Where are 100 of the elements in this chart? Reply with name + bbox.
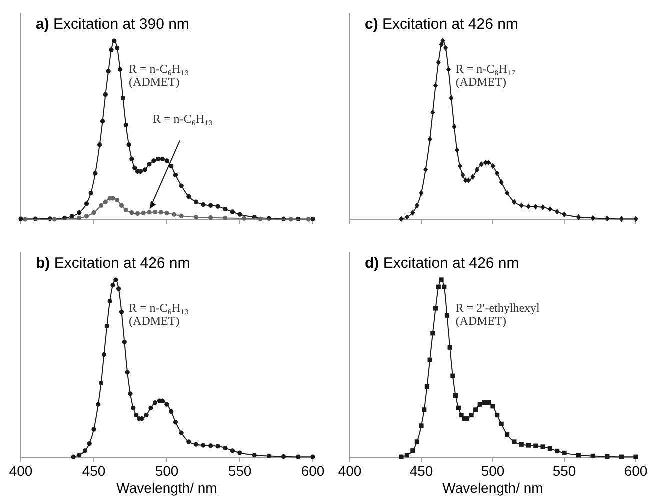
point	[540, 204, 546, 210]
point	[242, 216, 247, 221]
point	[128, 392, 133, 396]
point	[310, 216, 316, 222]
point	[490, 163, 496, 170]
point	[399, 454, 404, 460]
point	[173, 172, 178, 178]
x-tick-label: 400	[338, 463, 362, 479]
point	[252, 453, 257, 458]
point	[164, 158, 170, 164]
point	[452, 124, 457, 130]
point	[201, 443, 206, 448]
point	[148, 406, 154, 410]
point	[423, 166, 428, 173]
point	[490, 404, 496, 409]
point	[474, 166, 480, 173]
point	[179, 184, 184, 188]
point	[576, 214, 582, 220]
x-tick-label: 600	[624, 463, 648, 479]
point	[444, 313, 450, 318]
point	[77, 210, 82, 216]
point	[399, 216, 404, 222]
point	[70, 214, 74, 219]
point	[310, 454, 316, 460]
point	[619, 216, 624, 222]
point	[442, 284, 447, 290]
point	[87, 441, 92, 446]
x-tick-label: 450	[82, 463, 106, 479]
point	[106, 69, 111, 74]
annotation: R = n-C₆H₁₃ (ADMET)	[129, 301, 190, 328]
point	[419, 424, 424, 428]
annotation: R = n-C₆H₁₃ (ADMET)	[129, 62, 190, 89]
point	[414, 440, 420, 444]
point	[479, 162, 484, 168]
point	[439, 42, 444, 48]
point	[404, 453, 410, 458]
point	[562, 212, 567, 218]
point	[142, 168, 148, 172]
point	[454, 393, 458, 398]
point	[160, 156, 165, 162]
point	[194, 215, 198, 220]
point	[169, 164, 174, 169]
x-tick-label: 450	[410, 463, 434, 479]
point	[77, 453, 82, 458]
point	[562, 450, 567, 456]
point	[99, 380, 104, 386]
point	[108, 299, 112, 304]
point	[96, 402, 101, 407]
point	[98, 142, 102, 148]
point	[454, 147, 460, 154]
point	[436, 59, 441, 66]
point	[410, 210, 416, 216]
point	[216, 204, 220, 209]
point	[179, 214, 184, 218]
point	[474, 408, 478, 412]
point	[84, 202, 89, 206]
point	[526, 443, 532, 448]
point	[440, 38, 446, 44]
point	[130, 210, 134, 216]
point	[100, 119, 106, 124]
point	[486, 400, 492, 406]
point	[548, 206, 552, 212]
point	[144, 412, 149, 418]
point	[230, 210, 235, 214]
point	[605, 216, 610, 222]
point	[103, 92, 108, 97]
point	[112, 38, 117, 44]
point	[153, 400, 158, 406]
point	[459, 412, 464, 418]
point	[152, 158, 156, 164]
point	[428, 358, 432, 362]
point	[519, 202, 524, 209]
point	[103, 200, 108, 204]
point	[534, 204, 538, 210]
point	[266, 454, 272, 459]
point	[505, 432, 510, 438]
point	[186, 440, 192, 444]
point	[179, 430, 184, 436]
point	[458, 163, 462, 170]
point	[555, 208, 560, 215]
point	[288, 217, 294, 222]
point	[82, 448, 88, 454]
point	[201, 202, 206, 208]
point	[118, 67, 123, 72]
x-tick-label: 400	[9, 463, 33, 479]
point	[116, 286, 122, 292]
point	[156, 156, 161, 162]
x-tick-label: 550	[228, 463, 252, 479]
point	[23, 217, 28, 222]
chart-title: d) Excitation at 426 nm	[365, 255, 520, 272]
point	[430, 331, 436, 336]
point	[109, 48, 114, 52]
point	[186, 194, 192, 200]
annotation: R = 2′-ethylhexyl (ADMET)	[456, 301, 541, 328]
point	[482, 400, 487, 406]
point	[115, 198, 120, 203]
point	[494, 170, 500, 176]
point	[92, 210, 96, 216]
point	[446, 66, 451, 73]
point	[99, 203, 104, 208]
